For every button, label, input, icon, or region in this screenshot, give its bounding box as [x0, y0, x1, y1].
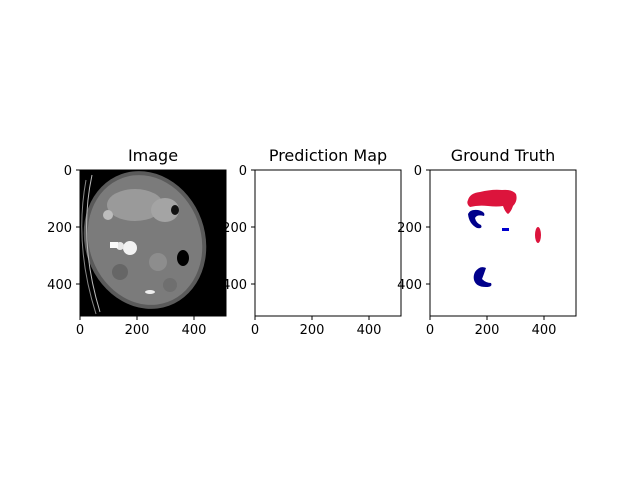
y-tick-label: 200: [397, 221, 422, 236]
ct-scan-image: [80, 170, 226, 316]
y-axis-image: 0 200 400: [47, 164, 80, 293]
x-tick-label: 200: [300, 323, 325, 338]
mask-region-red-small: [535, 227, 541, 243]
x-tick-label: 0: [251, 323, 259, 338]
y-tick-label: 0: [64, 164, 72, 179]
mask-region-blue: [502, 228, 509, 231]
x-axis-ground-truth: 0 200 400: [426, 316, 557, 338]
y-tick-label: 0: [414, 164, 422, 179]
x-tick-label: 400: [532, 323, 557, 338]
y-tick-label: 200: [222, 221, 247, 236]
y-tick-label: 400: [397, 278, 422, 293]
y-tick-label: 200: [47, 221, 72, 236]
y-axis-prediction: 0 200 400: [222, 164, 255, 293]
x-tick-label: 200: [475, 323, 500, 338]
prediction-map-image: [255, 170, 401, 316]
x-tick-label: 400: [357, 323, 382, 338]
y-tick-label: 400: [222, 278, 247, 293]
x-tick-label: 200: [125, 323, 150, 338]
ground-truth-mask: [467, 189, 541, 287]
mask-region-red: [467, 189, 517, 214]
axes-frame-image: [79, 169, 227, 317]
axes-frame-prediction: [254, 169, 402, 317]
x-axis-prediction: 0 200 400: [251, 316, 382, 338]
panel-prediction-map: Prediction Map 0 200 400 0 200 400: [222, 146, 402, 338]
panel-title-ground-truth: Ground Truth: [451, 146, 556, 165]
panel-image: Image: [47, 146, 227, 338]
y-axis-ground-truth: 0 200 400: [397, 164, 430, 293]
mask-region-dark-blue-lower: [473, 267, 492, 287]
x-tick-label: 0: [426, 323, 434, 338]
panel-ground-truth: Ground Truth 0 200 400 0: [397, 146, 577, 338]
axes-frame-ground-truth: [429, 169, 577, 317]
x-tick-label: 0: [76, 323, 84, 338]
x-tick-label: 400: [182, 323, 207, 338]
panel-title-image: Image: [128, 146, 178, 165]
y-tick-label: 400: [47, 278, 72, 293]
x-axis-image: 0 200 400: [76, 316, 207, 338]
y-tick-label: 0: [239, 164, 247, 179]
mask-region-dark-blue: [468, 209, 485, 229]
panel-title-prediction-map: Prediction Map: [269, 146, 387, 165]
